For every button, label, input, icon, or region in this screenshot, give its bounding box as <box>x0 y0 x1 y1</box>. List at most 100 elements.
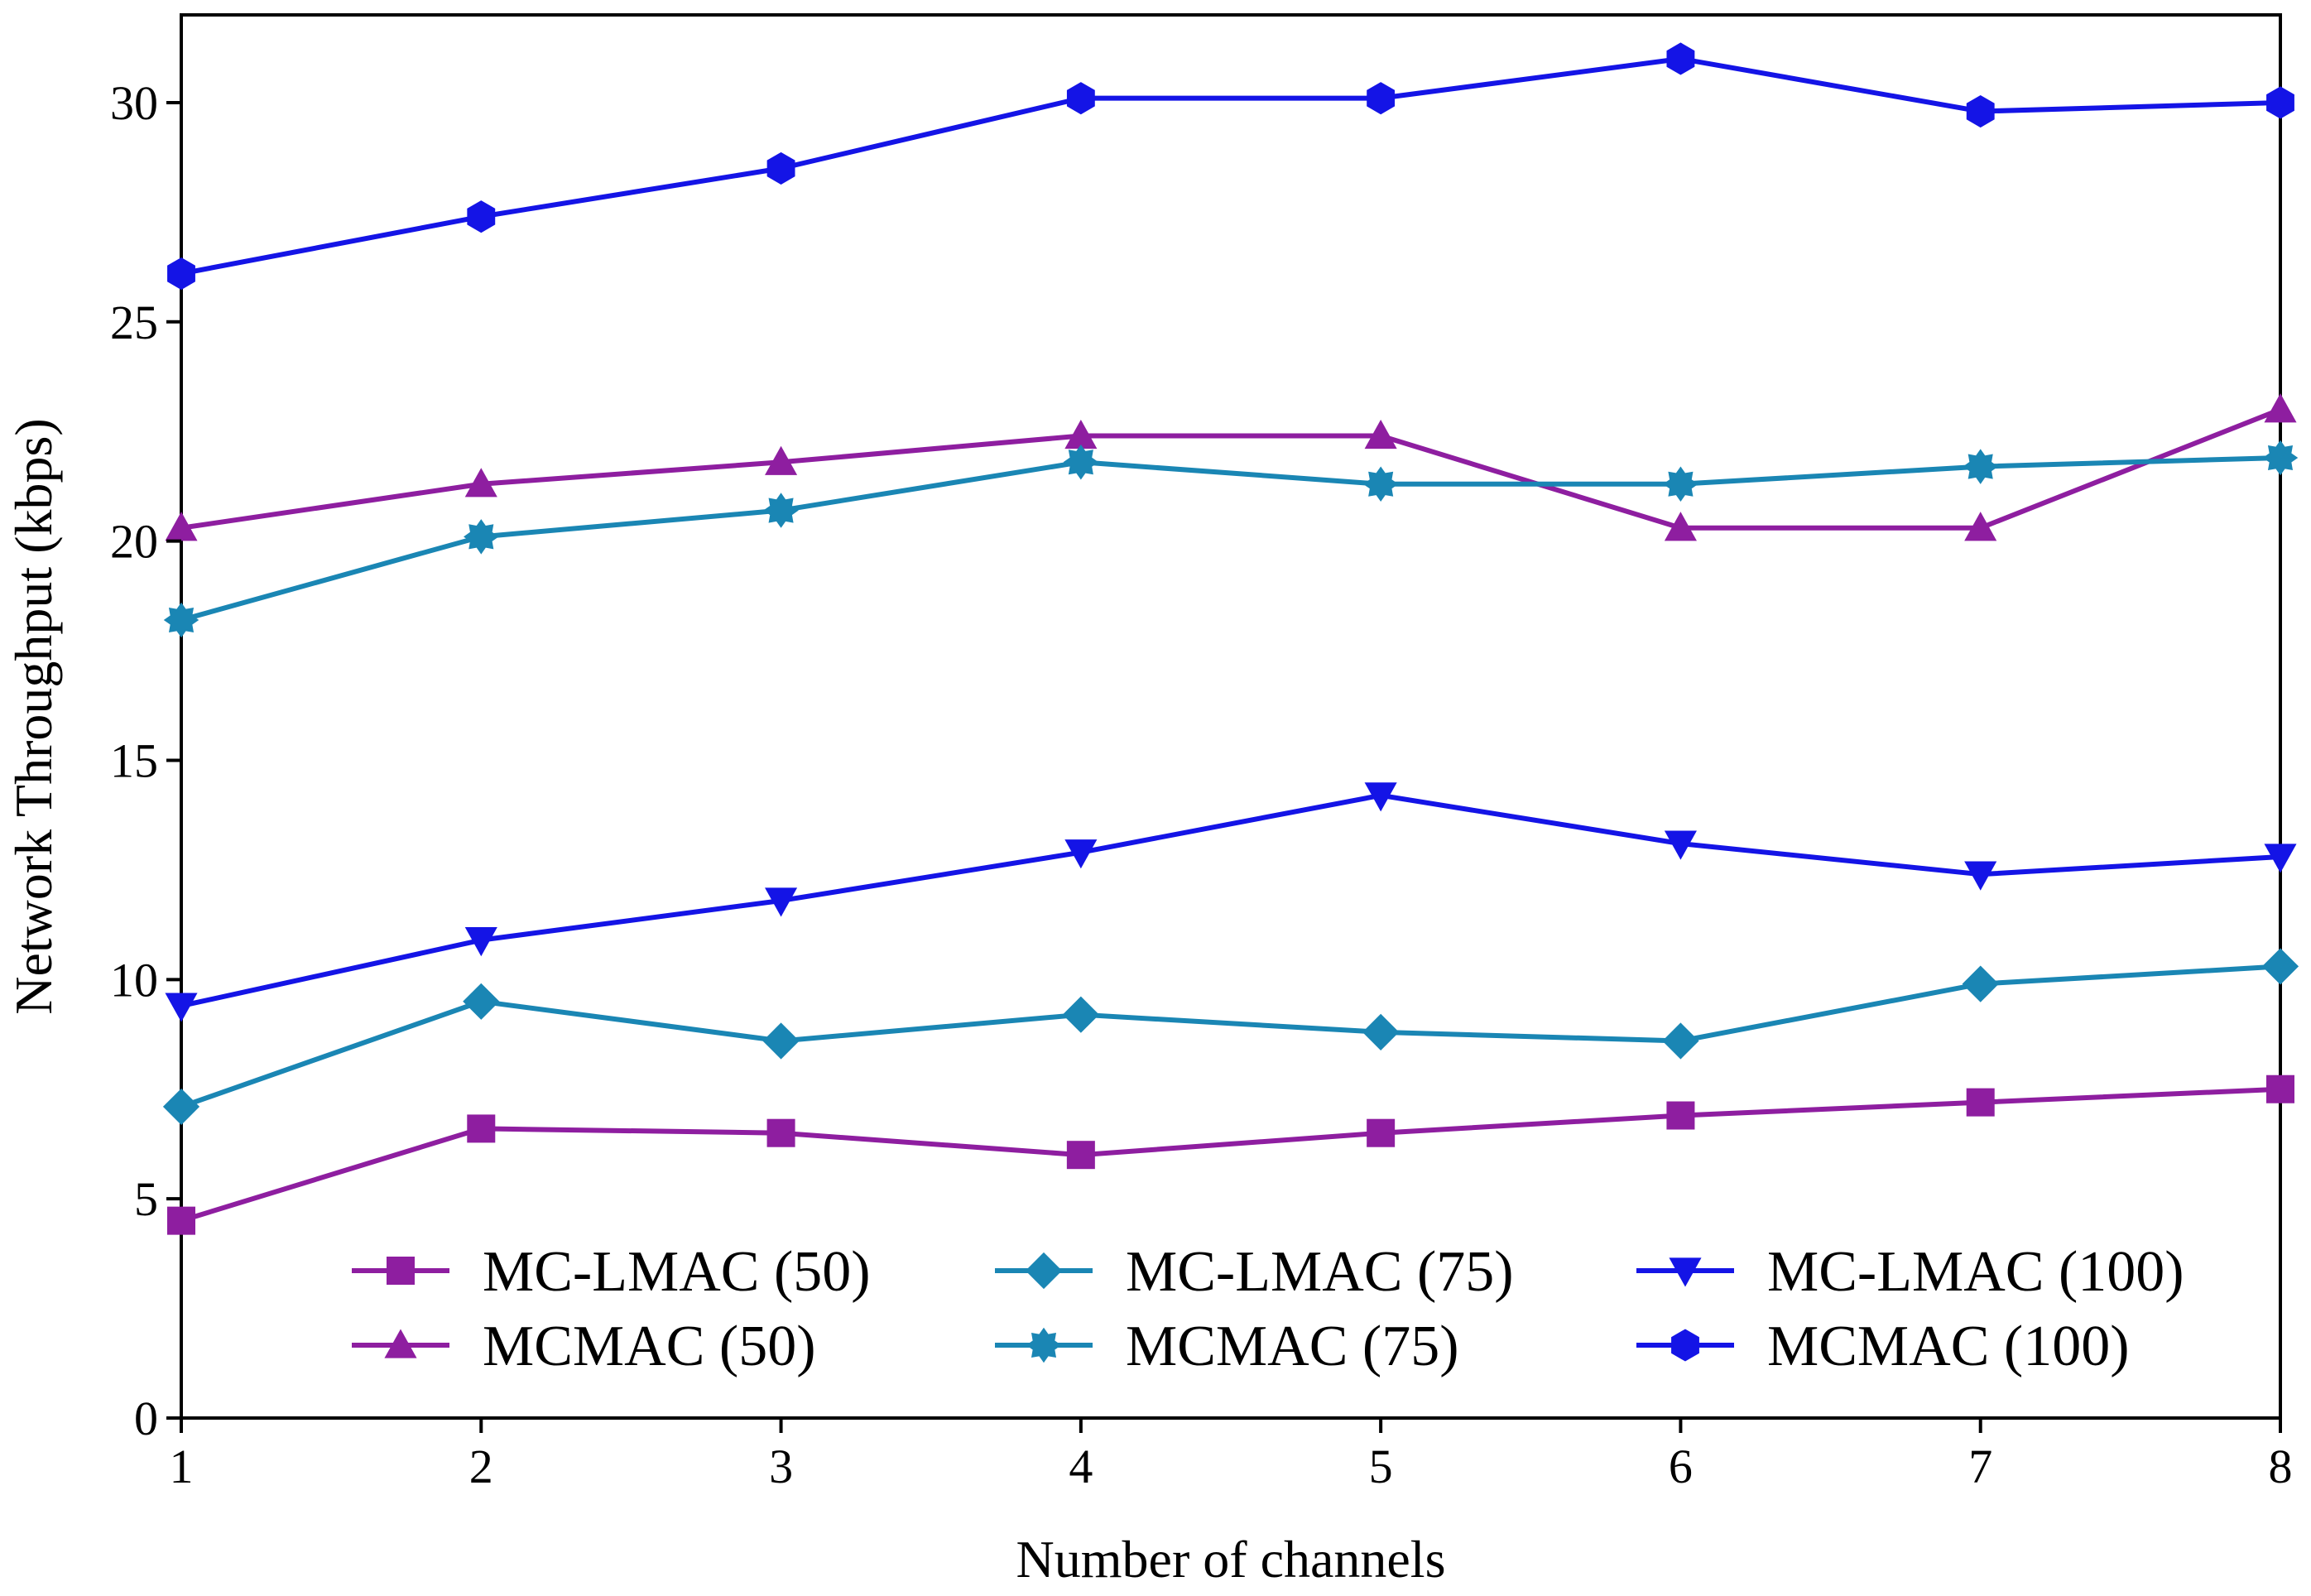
legend-marker <box>384 1329 417 1358</box>
data-point <box>167 257 195 291</box>
series-group <box>162 42 2299 1235</box>
x-tick-label: 8 <box>2269 1440 2293 1493</box>
data-point <box>1663 466 1698 502</box>
x-tick-label: 2 <box>469 1440 493 1493</box>
data-point <box>1063 445 1099 480</box>
series-line <box>180 792 2281 1009</box>
x-tick-label: 3 <box>769 1440 793 1493</box>
data-point <box>1364 419 1397 449</box>
data-point <box>464 468 497 498</box>
series-1 <box>165 393 2297 541</box>
data-point <box>1966 1088 1995 1117</box>
y-tick-label: 20 <box>110 515 158 569</box>
data-point <box>1367 82 1396 115</box>
series-line <box>180 1086 2281 1223</box>
data-point <box>1664 512 1697 541</box>
series-line <box>180 454 2281 623</box>
data-point <box>765 445 798 475</box>
data-point <box>765 887 798 917</box>
legend-item-4: MC-LMAC (100) <box>1636 1240 2184 1304</box>
data-point <box>464 927 497 957</box>
data-point <box>163 602 199 638</box>
series-0 <box>167 1074 2294 1235</box>
data-point <box>1962 965 1999 1002</box>
data-point <box>1666 1101 1695 1130</box>
data-point <box>762 1022 800 1060</box>
series-line <box>180 964 2281 1109</box>
data-point <box>1966 94 1995 128</box>
data-point <box>467 200 496 233</box>
data-point <box>2261 948 2299 985</box>
data-point <box>763 493 799 528</box>
data-point <box>2264 393 2297 423</box>
data-point <box>464 519 499 555</box>
x-tick-label: 1 <box>170 1440 194 1493</box>
legend-item-2: MC-LMAC (75) <box>995 1240 1514 1304</box>
legend-label: MC-LMAC (75) <box>1126 1240 1514 1304</box>
data-point <box>1664 830 1697 860</box>
legend-marker <box>1669 1257 1702 1287</box>
data-point <box>165 993 198 1022</box>
legend-marker <box>1025 1252 1063 1290</box>
data-point <box>2262 440 2299 476</box>
axes: 0 5 10 15 20 25 30 1 2 3 4 5 6 7 8 Number of channels Ne… <box>4 76 2293 1589</box>
x-tick-label: 6 <box>1669 1440 1693 1493</box>
legend-marker <box>1026 1327 1062 1363</box>
y-tick-label: 5 <box>134 1172 158 1226</box>
legend-label: MCMAC (100) <box>1767 1315 2130 1378</box>
x-axis-title: Number of channels <box>1016 1530 1446 1589</box>
data-point <box>2264 844 2297 873</box>
data-point <box>2266 86 2294 119</box>
data-point <box>1662 1022 1699 1060</box>
series-4 <box>165 782 2297 1022</box>
x-tick-label: 4 <box>1069 1440 1093 1493</box>
legend-label: MCMAC (75) <box>1126 1315 1459 1378</box>
series-3 <box>163 440 2299 638</box>
legend-item-3: MCMAC (75) <box>995 1315 1459 1378</box>
data-point <box>1362 1013 1400 1050</box>
legend-label: MC-LMAC (100) <box>1767 1240 2184 1304</box>
legend-item-0: MC-LMAC (50) <box>352 1240 871 1304</box>
x-tick-label: 5 <box>1369 1440 1393 1493</box>
data-point <box>1666 42 1695 75</box>
data-point <box>165 512 198 541</box>
y-tick-label: 10 <box>110 953 158 1007</box>
y-tick-label: 15 <box>110 733 158 787</box>
legend-item-1: MCMAC (50) <box>352 1315 816 1378</box>
y-axis-title: Network Throughput (kbps) <box>4 418 63 1015</box>
legend-label: MCMAC (50) <box>483 1315 816 1378</box>
plot-frame <box>180 13 2282 1420</box>
x-tick-label: 7 <box>1968 1440 1992 1493</box>
data-point <box>1066 82 1095 115</box>
data-point <box>1964 512 1997 541</box>
y-tick-label: 25 <box>110 296 158 349</box>
data-point <box>463 983 500 1020</box>
legend: MC-LMAC (50) MCMAC (50) MC-LMAC (75) MCMAC … <box>352 1240 2184 1378</box>
data-point <box>167 1206 195 1235</box>
data-point <box>1364 782 1397 812</box>
data-point <box>766 1118 795 1147</box>
legend-marker <box>1671 1329 1699 1362</box>
data-point <box>2266 1074 2294 1103</box>
data-point <box>467 1114 496 1143</box>
plot-area <box>180 13 2282 1420</box>
series-2 <box>162 948 2299 1126</box>
y-tick-label: 30 <box>110 76 158 130</box>
data-point <box>1064 839 1098 869</box>
data-point <box>162 1088 200 1126</box>
series-line <box>180 406 2282 531</box>
data-point <box>1367 1118 1396 1147</box>
data-point <box>1066 1141 1095 1170</box>
data-point <box>1963 449 1998 484</box>
data-point <box>1062 996 1099 1033</box>
y-tick-label: 0 <box>134 1392 158 1445</box>
legend-marker <box>387 1257 415 1285</box>
series-5 <box>167 42 2294 291</box>
data-point <box>1362 466 1399 502</box>
data-point <box>1064 419 1098 449</box>
data-point <box>766 151 795 185</box>
series-line <box>180 55 2281 276</box>
legend-label: MC-LMAC (50) <box>483 1240 871 1304</box>
legend-item-5: MCMAC (100) <box>1636 1315 2130 1378</box>
